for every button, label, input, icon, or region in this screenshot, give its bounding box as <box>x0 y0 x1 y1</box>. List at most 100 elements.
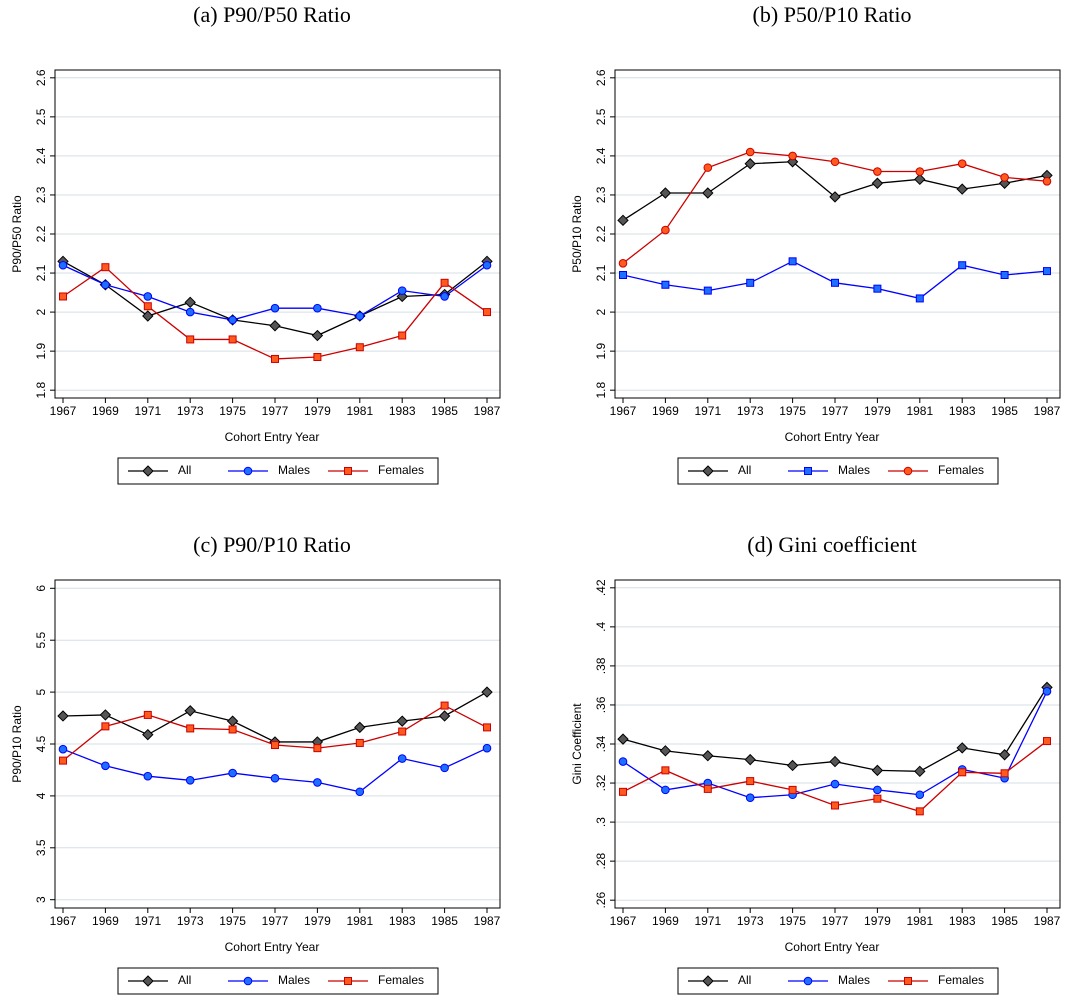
marker <box>659 745 672 757</box>
y-tick-label: 1.8 <box>594 382 608 399</box>
marker <box>396 290 408 303</box>
marker <box>703 163 713 172</box>
marker <box>804 467 812 475</box>
marker <box>440 292 449 301</box>
marker <box>271 354 279 363</box>
y-tick-label: .38 <box>594 657 608 674</box>
marker <box>957 159 967 169</box>
marker <box>142 975 154 987</box>
marker <box>483 308 491 317</box>
y-tick-label: 1.9 <box>34 342 48 359</box>
marker <box>788 785 797 794</box>
marker <box>617 733 629 745</box>
x-axis-label: Cohort Entry Year <box>225 430 320 444</box>
x-tick-label: 1979 <box>864 914 891 928</box>
marker <box>1042 686 1052 696</box>
marker <box>270 303 280 313</box>
marker <box>702 187 714 199</box>
marker <box>661 280 670 289</box>
y-tick-label: 3 <box>34 896 48 903</box>
x-tick-label: 1967 <box>610 404 637 418</box>
marker <box>355 311 365 321</box>
marker <box>745 147 755 157</box>
marker <box>101 722 110 731</box>
marker <box>915 807 924 816</box>
x-tick-label: 1983 <box>389 914 416 928</box>
x-tick-label: 1973 <box>737 404 764 418</box>
marker <box>659 187 672 199</box>
marker <box>915 790 925 800</box>
legend-label: Females <box>378 463 424 477</box>
marker <box>904 977 912 985</box>
marker <box>354 721 366 734</box>
y-tick-label: 2.5 <box>594 108 608 125</box>
chart-title: (a) P90/P50 Ratio <box>193 2 351 27</box>
marker <box>830 157 840 167</box>
marker <box>958 261 967 270</box>
marker <box>829 191 841 203</box>
x-tick-label: 1985 <box>431 914 458 928</box>
marker <box>186 724 195 733</box>
marker <box>398 331 407 340</box>
y-tick-label: .26 <box>594 892 608 909</box>
x-tick-label: 1967 <box>50 914 77 928</box>
legend-box <box>677 457 999 485</box>
marker <box>313 353 322 361</box>
marker <box>440 763 449 773</box>
marker <box>788 151 797 161</box>
x-tick-label: 1975 <box>779 914 806 928</box>
series-line <box>622 151 1048 264</box>
y-tick-label: 6 <box>34 585 48 592</box>
marker <box>184 296 196 309</box>
y-tick-label: 2.4 <box>34 147 48 164</box>
marker <box>143 302 152 311</box>
marker <box>831 801 839 810</box>
y-tick-label: .4 <box>594 622 608 632</box>
x-tick-label: 1967 <box>50 404 77 418</box>
x-axis-label: Cohort Entry Year <box>225 940 320 954</box>
marker <box>438 710 451 722</box>
marker <box>661 766 670 775</box>
x-tick-label: 1983 <box>949 914 976 928</box>
legend-label: Males <box>278 463 310 477</box>
y-tick-label: 2.2 <box>34 225 48 242</box>
legend-box <box>117 457 439 485</box>
y-tick-label: 1.8 <box>34 382 48 399</box>
marker <box>355 787 365 797</box>
x-tick-label: 1967 <box>610 914 637 928</box>
y-tick-label: 5 <box>34 688 48 695</box>
x-tick-label: 1985 <box>991 914 1018 928</box>
marker <box>873 167 882 176</box>
x-tick-label: 1985 <box>991 404 1018 418</box>
marker <box>59 756 67 765</box>
legend-label: Males <box>838 463 870 477</box>
y-tick-label: .34 <box>594 735 608 752</box>
marker <box>142 728 154 741</box>
marker <box>873 785 882 795</box>
marker <box>58 744 68 754</box>
marker <box>483 723 491 732</box>
plot-frame <box>614 579 1061 909</box>
legend-label: Females <box>938 463 984 477</box>
chart-title: (b) P50/P10 Ratio <box>753 2 912 27</box>
marker <box>397 286 407 295</box>
marker <box>59 292 67 301</box>
marker <box>956 183 968 195</box>
marker <box>313 778 322 787</box>
x-tick-label: 1969 <box>652 404 679 418</box>
marker <box>226 715 239 727</box>
marker <box>831 278 839 287</box>
y-axis-label: P90/P10 Ratio <box>10 705 24 783</box>
series-line <box>62 704 488 762</box>
x-tick-label: 1973 <box>177 404 204 418</box>
marker <box>269 320 281 332</box>
y-tick-label: 2.3 <box>34 186 48 203</box>
x-tick-label: 1987 <box>1034 404 1061 418</box>
x-tick-label: 1975 <box>219 914 246 928</box>
marker <box>101 280 110 290</box>
marker <box>871 177 884 189</box>
y-tick-label: .42 <box>594 579 608 596</box>
legend-box <box>117 967 439 995</box>
